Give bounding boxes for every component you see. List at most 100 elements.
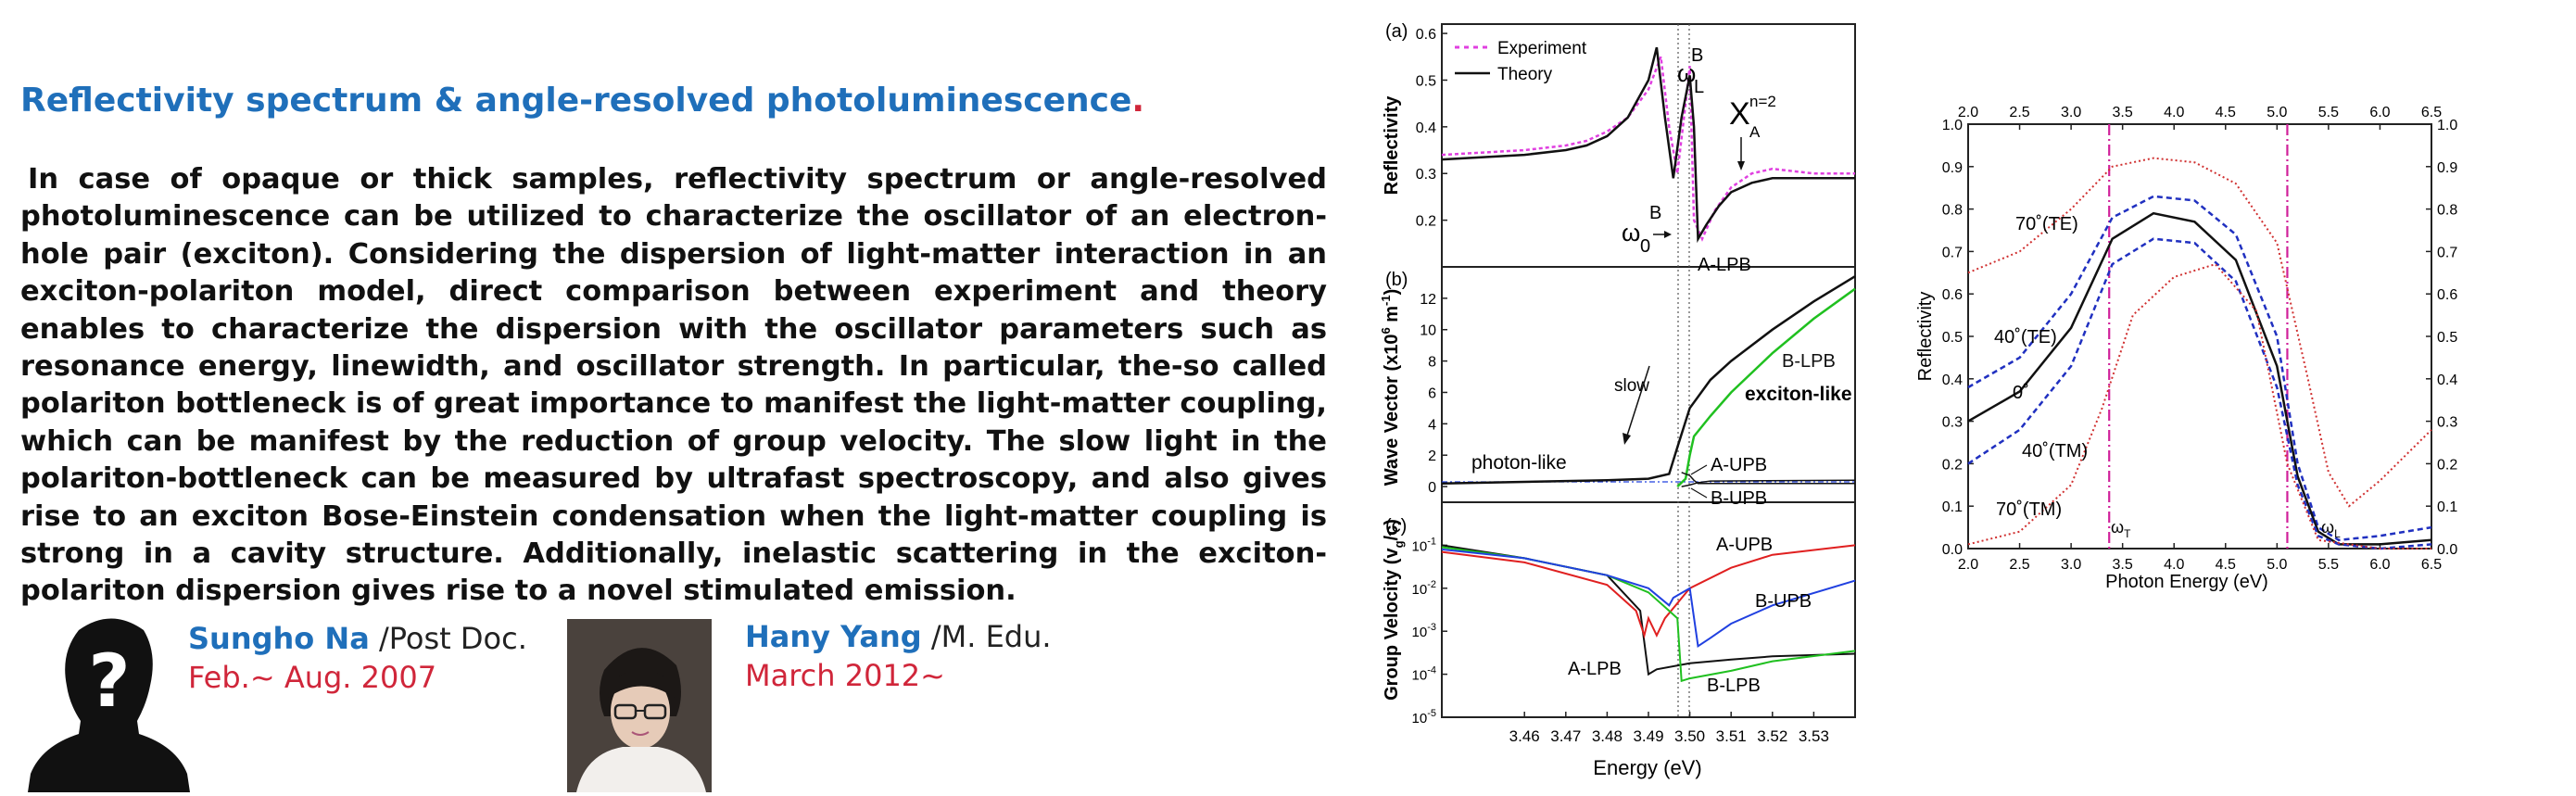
y-tick-label: 0.9 — [1942, 160, 1963, 176]
l-sub-label: L — [1694, 77, 1704, 97]
y-tick-label: 0.2 — [1416, 214, 1436, 230]
y-tick-label: 0.5 — [1416, 73, 1436, 89]
avatar-hany — [567, 619, 712, 796]
y-tick-label: 0.5 — [1942, 330, 1963, 346]
slow-arrow-line — [1626, 365, 1650, 436]
omega-0-label: ω — [1622, 219, 1640, 246]
person-role: /Post Doc. — [369, 621, 527, 656]
x-tick-label: 3.5 — [2113, 557, 2133, 573]
x-tick-label: 4.5 — [2216, 557, 2236, 573]
x-tick-label: 3.49 — [1633, 727, 1663, 745]
velocity-green-line — [1441, 546, 1856, 683]
series-b-lpb — [1676, 287, 1856, 488]
b-lpb-label-c: B-LPB — [1707, 676, 1761, 696]
y-tick-label: 0.3 — [1416, 167, 1436, 183]
x-tick-label-top: 6.5 — [2421, 105, 2442, 120]
y-tick-label-right: 0.3 — [2437, 415, 2457, 431]
x-tick-label: 4.0 — [2164, 557, 2184, 573]
y-tick-label: 0.0 — [1942, 542, 1963, 558]
label-40tm: 40˚(TM) — [2022, 441, 2088, 461]
y-tick-label: 10-5 — [1412, 708, 1436, 727]
a-upb-pointer — [1690, 464, 1708, 475]
x-tick-label-top: 2.0 — [1958, 105, 1978, 120]
x-tick-label: 5.0 — [2267, 557, 2287, 573]
label-0: 0˚ — [2013, 383, 2029, 403]
slow-arrow-head — [1623, 433, 1631, 445]
x-tick-label: 3.50 — [1674, 727, 1705, 745]
description-text: In case of opaque or thick samples, refl… — [20, 163, 1327, 608]
x-tick-label: 3.0 — [2061, 557, 2081, 573]
y-tick-label: 10-1 — [1412, 536, 1436, 554]
omega-l-label-right: ωL — [2321, 518, 2341, 540]
y-tick-label: 0.7 — [1942, 245, 1963, 260]
reflectivity-curve — [1967, 195, 2432, 542]
a-upb-label: A-UPB — [1711, 455, 1767, 475]
reflectivity-curve — [1967, 237, 2432, 550]
x-tick-label: 6.5 — [2421, 557, 2442, 573]
legend-theory-label: Theory — [1497, 65, 1553, 84]
y-tick-label: 0.6 — [1942, 287, 1963, 303]
y-tick-label: 1.0 — [1942, 118, 1963, 133]
y-tick-label: 0.1 — [1942, 499, 1963, 515]
b-upb-pointer — [1690, 487, 1708, 499]
velocity-red-line — [1441, 544, 1856, 639]
b-upb-label-c: B-UPB — [1755, 591, 1812, 612]
person-hany: Hany Yang /M. Edu. March 2012~ — [745, 619, 1052, 693]
x-tick-label: 3.46 — [1509, 727, 1540, 745]
panel-c-ylabel: Group Velocity (vg/c) — [1382, 519, 1406, 701]
x-tick-label: 3.51 — [1716, 727, 1747, 745]
y-tick-label-right: 0.5 — [2437, 330, 2457, 346]
x-tick-label-top: 5.0 — [2267, 105, 2287, 120]
slow-label: slow — [1614, 376, 1649, 396]
experiment-line — [1441, 56, 1855, 242]
x-tick-label-top: 6.0 — [2369, 105, 2390, 120]
y-tick-label: 0.8 — [1942, 203, 1963, 219]
y-tick-label-right: 0.1 — [2437, 499, 2457, 515]
velocity-blue-line — [1441, 548, 1856, 649]
omega-l-label: ω — [1677, 59, 1696, 87]
avatar-sungho: ? — [28, 612, 190, 796]
y-tick-label-right: 0.0 — [2437, 542, 2457, 558]
y-tick-label: 0.2 — [1942, 457, 1963, 473]
x-tick-label: 2.0 — [1958, 557, 1978, 573]
y-tick-label: 10 — [1420, 323, 1436, 339]
b-sup-label-2: B — [1649, 203, 1661, 223]
person-name: Hany Yang — [745, 619, 922, 654]
title-text: Reflectivity spectrum & angle-resolved p… — [20, 82, 1132, 120]
a-sub-label: A — [1749, 123, 1761, 141]
y-tick-label: 2 — [1428, 449, 1436, 464]
y-tick-label-right: 0.4 — [2437, 373, 2457, 388]
y-tick-label: 6 — [1428, 385, 1436, 401]
zero-sub-label: 0 — [1640, 236, 1650, 257]
x-tick-label-top: 3.5 — [2113, 105, 2133, 120]
title-dot: . — [1131, 82, 1145, 120]
y-tick-label: 0.4 — [1416, 120, 1436, 136]
a-lpb-label-c: A-LPB — [1568, 659, 1622, 679]
y-tick-label: 0 — [1428, 480, 1436, 496]
person-sungho: Sungho Na /Post Doc. Feb.~ Aug. 2007 — [188, 621, 527, 695]
reflectivity-curve — [1967, 157, 2432, 508]
energy-figure: (a) (b) (c) Reflectivity Wave Vector (x1… — [1379, 21, 1856, 779]
arrow-head — [1664, 231, 1672, 238]
panel-a-ylabel: Reflectivity — [1382, 95, 1402, 196]
y-tick-label-right: 0.2 — [2437, 457, 2457, 473]
b-sup-label: B — [1691, 45, 1703, 66]
unknown-person-icon: ? — [28, 618, 190, 792]
y-tick-label-right: 0.9 — [2437, 160, 2457, 176]
person-period: March 2012~ — [745, 658, 945, 693]
series-a-lpb — [1441, 275, 1856, 485]
y-tick-label: 0.4 — [1942, 373, 1963, 388]
x-tick-label-top: 4.0 — [2164, 105, 2184, 120]
right-xlabel: Photon Energy (eV) — [2105, 572, 2268, 592]
person-period: Feb.~ Aug. 2007 — [188, 660, 437, 695]
y-tick-label-right: 0.7 — [2437, 245, 2457, 260]
description-paragraph: In case of opaque or thick samples, refl… — [20, 161, 1327, 611]
y-tick-label: 0.6 — [1416, 27, 1436, 43]
y-tick-label: 8 — [1428, 355, 1436, 371]
n2-sup-label: n=2 — [1749, 93, 1776, 110]
person-photo-icon — [567, 619, 712, 792]
x-tick-label: 3.52 — [1757, 727, 1787, 745]
y-tick-label-right: 0.8 — [2437, 203, 2457, 219]
x-tick-label-top: 4.5 — [2216, 105, 2236, 120]
panel-a-label: (a) — [1385, 21, 1408, 42]
